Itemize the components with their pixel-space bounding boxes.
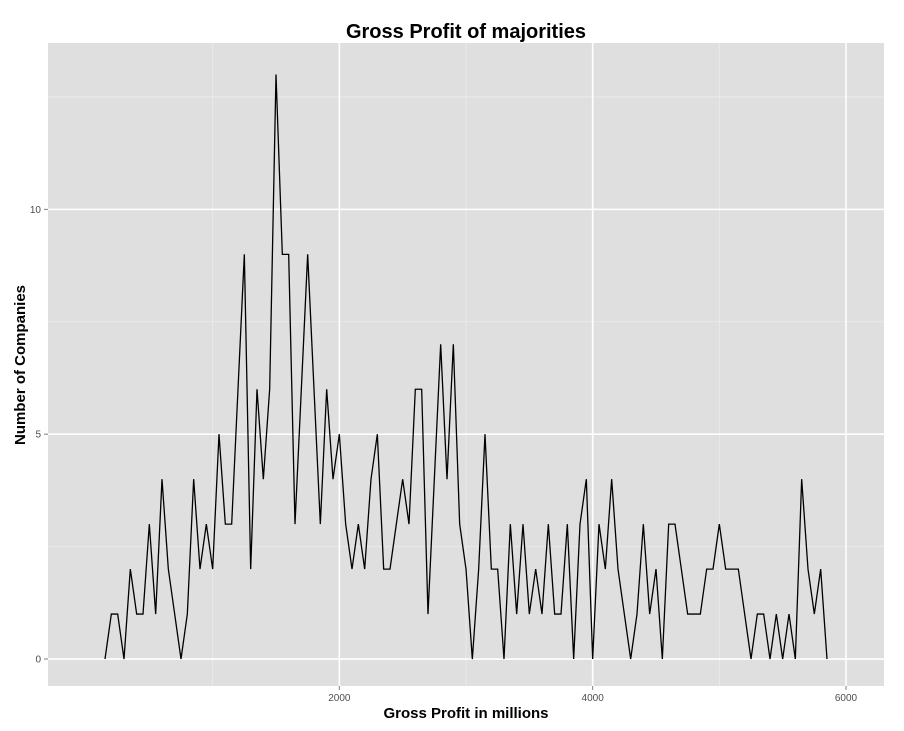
y-tick-label: 10 bbox=[30, 205, 42, 216]
chart-title: Gross Profit of majorities bbox=[346, 21, 586, 43]
x-tick-label: 6000 bbox=[835, 693, 858, 704]
major-grid bbox=[48, 43, 884, 686]
x-tick-label: 4000 bbox=[582, 693, 605, 704]
x-tick-label: 2000 bbox=[328, 693, 351, 704]
series-line bbox=[104, 74, 828, 660]
y-axis-label: Number of Companies bbox=[12, 285, 29, 445]
y-axis-ticks: 0 5 10 bbox=[30, 205, 48, 666]
y-tick-label: 5 bbox=[35, 430, 41, 441]
minor-grid bbox=[48, 43, 884, 686]
x-axis-ticks: 2000 4000 6000 bbox=[328, 686, 858, 704]
x-axis-label: Gross Profit in millions bbox=[383, 705, 548, 722]
y-tick-label: 0 bbox=[35, 655, 41, 666]
